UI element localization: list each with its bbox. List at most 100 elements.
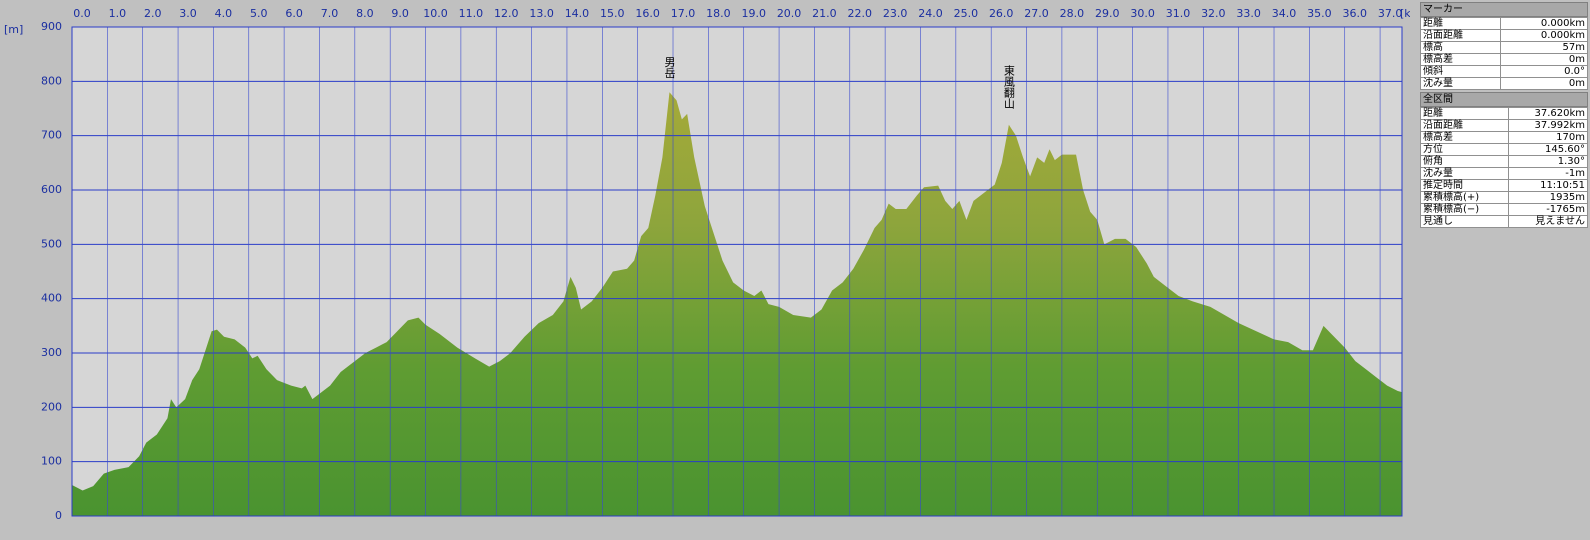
row-value: 37.992km (1507, 119, 1589, 132)
row-label: 推定時間 (1420, 179, 1509, 192)
row-label: 累積標高(+) (1420, 191, 1509, 204)
x-tick-label: 36.0 (1342, 7, 1367, 20)
x-tick-label: 19.0 (741, 7, 766, 20)
row-value: 145.60° (1507, 143, 1589, 156)
x-tick-label: 33.0 (1236, 7, 1261, 20)
elevation-area (72, 92, 1402, 516)
y-tick-label: 300 (41, 346, 62, 359)
y-tick-label: 700 (41, 129, 62, 142)
panel-row: 方位 145.60° (1420, 143, 1589, 156)
y-unit: [m] (4, 23, 23, 36)
x-tick-label: 24.0 (918, 7, 943, 20)
row-value: 0m (1499, 53, 1589, 66)
x-tick-label: 0.0 (73, 7, 91, 20)
x-tick-label: 23.0 (883, 7, 908, 20)
row-label: 俯角 (1420, 155, 1509, 168)
x-tick-label: 14.0 (565, 7, 590, 20)
panel-row: 沈み量 -1m (1420, 167, 1589, 180)
chart: [m] [km] 0 100 200 300 400 500 600 700 800 900 0.0… (4, 7, 1410, 522)
y-tick-label: 400 (41, 292, 62, 305)
row-label: 沈み量 (1420, 77, 1501, 90)
row-label: 傾斜 (1420, 65, 1501, 78)
panel-row: 距離 0.000km (1420, 17, 1589, 30)
x-tick-label: 29.0 (1095, 7, 1120, 20)
y-tick-label: 500 (41, 237, 62, 250)
row-value: 11:10:51 (1507, 179, 1589, 192)
plot-border (71, 26, 1403, 517)
panel-row: 傾斜 0.0° (1420, 65, 1589, 78)
row-label: 沿面距離 (1420, 29, 1501, 42)
panel-row: 累積標高(+) 1935m (1420, 191, 1589, 204)
row-value: 0.0° (1499, 65, 1589, 78)
panel-row: 距離 37.620km (1420, 107, 1589, 120)
x-tick-label: 1.0 (109, 7, 127, 20)
x-unit: [km] (1400, 7, 1410, 20)
panel-row: 俯角 1.30° (1420, 155, 1589, 168)
info-panel: マーカー 距離 0.000km 沿面距離 0.000km 標高 57m 標高差 0m 傾斜 0.0°… (1420, 0, 1589, 228)
panel-row: 見通し 見えません (1420, 215, 1589, 228)
panel-row: 累積標高(−) -1765m (1420, 203, 1589, 216)
row-label: 標高差 (1420, 131, 1509, 144)
panel-table: 距離 37.620km 沿面距離 37.992km 標高差 170m 方位 145.60° 俯角… (1420, 107, 1589, 228)
row-label: 沿面距離 (1420, 119, 1509, 132)
x-tick-label: 15.0 (600, 7, 625, 20)
x-tick-label: 9.0 (391, 7, 409, 20)
x-tick-label: 4.0 (215, 7, 233, 20)
x-tick-label: 31.0 (1166, 7, 1191, 20)
y-tick-label: 600 (41, 183, 62, 196)
x-tick-label: 11.0 (459, 7, 484, 20)
x-tick-label: 16.0 (635, 7, 660, 20)
row-value: -1765m (1507, 203, 1589, 216)
x-tick-label: 22.0 (848, 7, 873, 20)
panel-row: 標高差 0m (1420, 53, 1589, 66)
x-tick-label: 10.0 (423, 7, 448, 20)
row-value: 37.620km (1507, 107, 1589, 120)
row-label: 距離 (1420, 107, 1509, 120)
panel-row: 推定時間 11:10:51 (1420, 179, 1589, 192)
panel-row: 沈み量 0m (1420, 77, 1589, 90)
x-tick-label: 37.0 (1378, 7, 1403, 20)
x-tick-label: 2.0 (144, 7, 162, 20)
x-tick-label: 7.0 (321, 7, 339, 20)
panel-row: 沿面距離 37.992km (1420, 119, 1589, 132)
x-tick-label: 25.0 (954, 7, 979, 20)
x-tick-label: 27.0 (1024, 7, 1049, 20)
y-tick-label: 100 (41, 455, 62, 468)
row-value: 1.30° (1507, 155, 1589, 168)
y-tick-label: 200 (41, 400, 62, 413)
panel-row: 標高差 170m (1420, 131, 1589, 144)
peak-label: 男岳 (663, 56, 676, 78)
x-tick-label: 26.0 (989, 7, 1014, 20)
panel-row: 標高 57m (1420, 41, 1589, 54)
row-label: 方位 (1420, 143, 1509, 156)
x-tick-label: 20.0 (777, 7, 802, 20)
x-tick-label: 6.0 (285, 7, 303, 20)
y-tick-label: 900 (41, 20, 62, 33)
x-tick-label: 8.0 (356, 7, 374, 20)
row-value: 1935m (1507, 191, 1589, 204)
row-value: 0.000km (1499, 29, 1589, 42)
row-value: 57m (1499, 41, 1589, 54)
row-value: 見えません (1507, 215, 1589, 228)
x-tick-label: 5.0 (250, 7, 268, 20)
x-tick-label: 13.0 (529, 7, 554, 20)
x-tick-label: 18.0 (706, 7, 731, 20)
panel-header: 全区間 (1420, 92, 1588, 107)
panel-table: 距離 0.000km 沿面距離 0.000km 標高 57m 標高差 0m 傾斜 0.0° 沈み量 0… (1420, 17, 1589, 90)
x-tick-label: 3.0 (179, 7, 197, 20)
x-tick-label: 28.0 (1060, 7, 1085, 20)
row-value: 170m (1507, 131, 1589, 144)
row-label: 距離 (1420, 17, 1501, 30)
x-tick-label: 34.0 (1272, 7, 1297, 20)
y-tick-label: 800 (41, 74, 62, 87)
y-tick-label: 0 (55, 509, 62, 522)
peak-label: 東風翻山 (1002, 64, 1015, 108)
x-tick-label: 12.0 (494, 7, 519, 20)
row-label: 標高 (1420, 41, 1501, 54)
row-value: 0.000km (1499, 17, 1589, 30)
panel-header: マーカー (1420, 2, 1588, 17)
row-label: 累積標高(−) (1420, 203, 1509, 216)
row-value: -1m (1507, 167, 1589, 180)
row-value: 0m (1499, 77, 1589, 90)
